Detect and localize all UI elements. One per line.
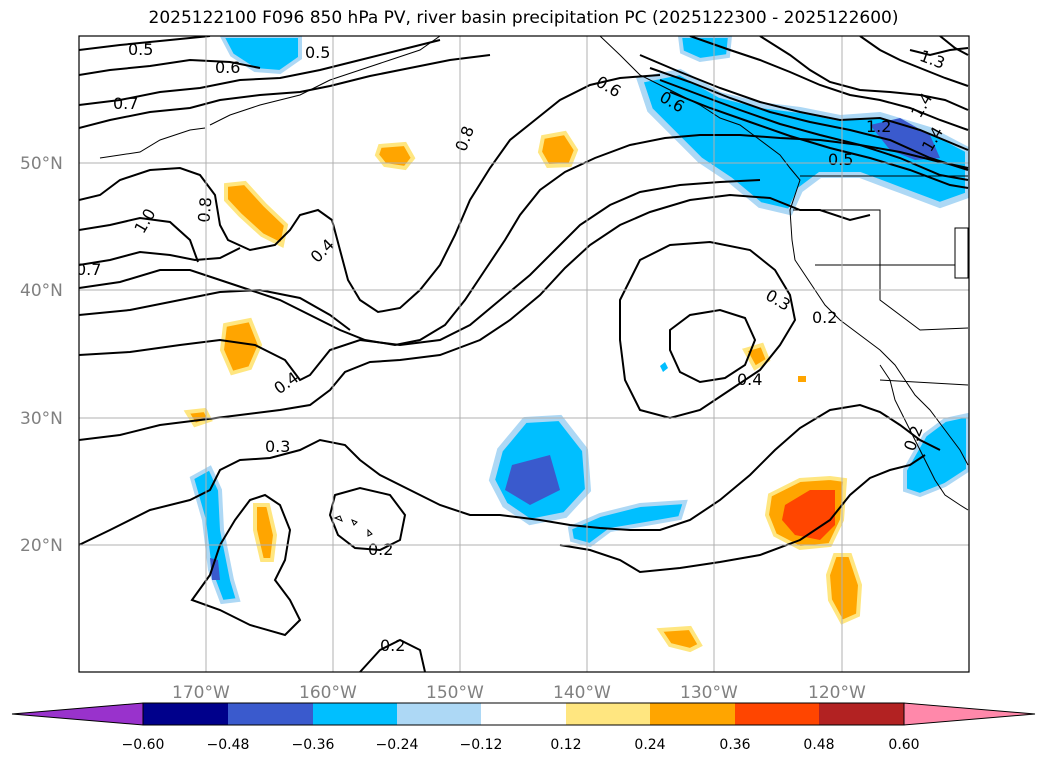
colorbar-segment xyxy=(397,703,481,725)
contour-label: 0.5 xyxy=(128,40,153,59)
contour-label: 1.2 xyxy=(866,117,891,136)
contour-label: 0.7 xyxy=(113,94,138,113)
colorbar-tick-label: 0.24 xyxy=(634,737,665,753)
colorbar-segment xyxy=(650,703,735,725)
colorbar-tick-label: −0.36 xyxy=(292,737,335,753)
colorbar-tick-label: 0.60 xyxy=(888,737,919,753)
gridlines xyxy=(79,36,969,672)
lon-label-170w: 170°W xyxy=(172,683,230,703)
contour-label: 0.2 xyxy=(380,636,405,655)
colorbar-tick-label: −0.60 xyxy=(122,737,165,753)
colorbar-tick-label: −0.12 xyxy=(460,737,503,753)
lon-label-120w: 120°W xyxy=(808,683,866,703)
contour-label: 0.3 xyxy=(265,437,290,456)
colorbar-extend-high xyxy=(903,702,1036,726)
colorbar-tick-label: −0.48 xyxy=(207,737,250,753)
colorbar-segment xyxy=(143,703,228,725)
lat-label-20n: 20°N xyxy=(20,536,63,556)
colorbar-segment xyxy=(481,703,566,725)
precip-shading xyxy=(183,36,969,653)
lon-label-130w: 130°W xyxy=(680,683,738,703)
lat-labels: 20°N 30°N 40°N 50°N xyxy=(20,154,63,556)
contour-label: 0.7 xyxy=(76,260,101,279)
contour-label: 0.5 xyxy=(828,150,853,169)
colorbar-frame xyxy=(142,702,905,726)
lat-label-40n: 40°N xyxy=(20,281,63,301)
lon-label-150w: 150°W xyxy=(426,683,484,703)
colorbar-tick-label: 0.12 xyxy=(550,737,581,753)
lat-label-30n: 30°N xyxy=(20,409,63,429)
colorbar-extend-low xyxy=(11,702,144,726)
map-title: 2025122100 F096 850 hPa PV, river basin … xyxy=(148,8,899,28)
contour-label: 0.4 xyxy=(737,370,762,389)
contour-label: 0.5 xyxy=(305,43,330,62)
colorbar-segment xyxy=(313,703,397,725)
colorbar-segment xyxy=(819,703,904,725)
contour-label: 0.6 xyxy=(215,58,240,77)
colorbar-segment xyxy=(735,703,819,725)
lon-label-140w: 140°W xyxy=(553,683,611,703)
contour-label: 0.2 xyxy=(368,540,393,559)
colorbar-tick-label: 0.36 xyxy=(719,737,750,753)
lat-label-50n: 50°N xyxy=(20,154,63,174)
colorbar: −0.60 −0.48 −0.36 −0.24 −0.12 0.12 0.24 … xyxy=(11,702,1036,753)
contour-label: 0.2 xyxy=(812,308,837,327)
map-frame xyxy=(78,35,970,673)
contour-label: 0.8 xyxy=(194,196,215,223)
lon-labels: 170°W 160°W 150°W 140°W 130°W 120°W xyxy=(172,683,866,703)
colorbar-segment xyxy=(228,703,313,725)
lon-label-160w: 160°W xyxy=(299,683,357,703)
colorbar-segment xyxy=(566,703,650,725)
colorbar-tick-label: 0.48 xyxy=(803,737,834,753)
colorbar-tick-label: −0.24 xyxy=(376,737,419,753)
